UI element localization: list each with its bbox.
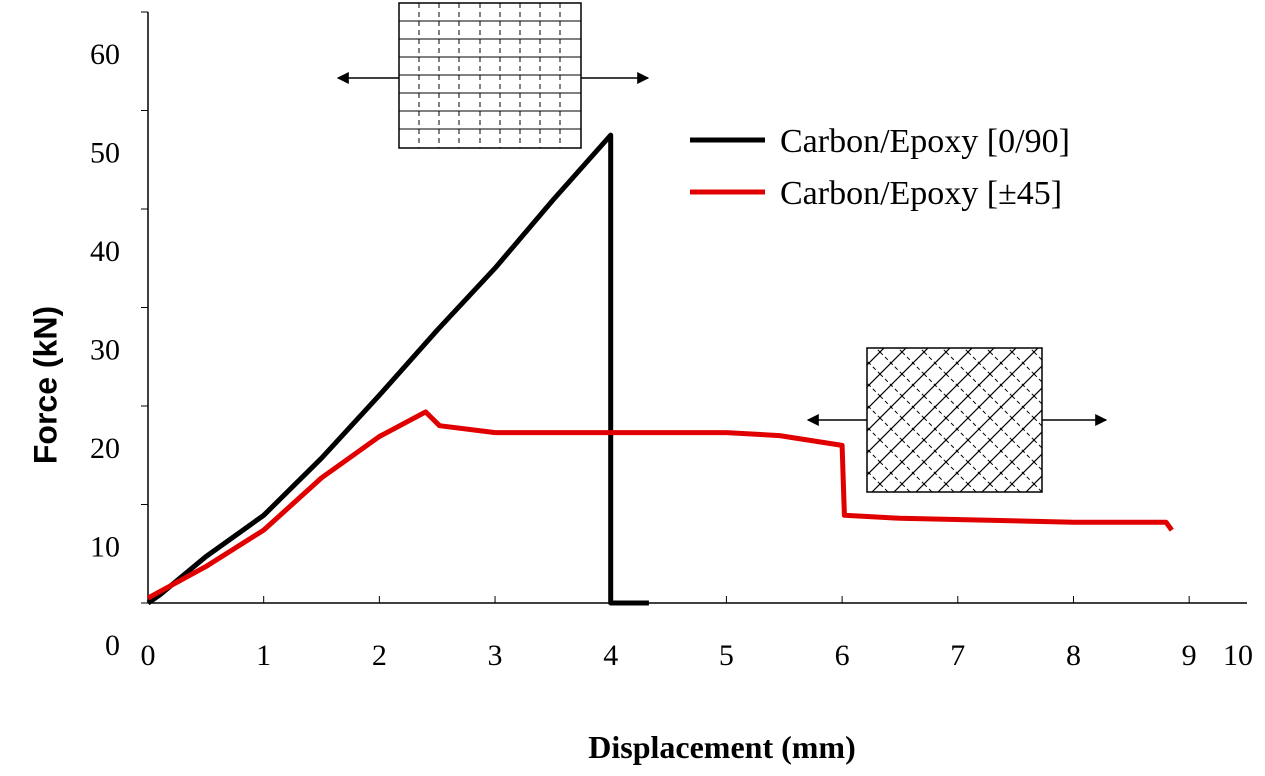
x-tick-label: 5 bbox=[719, 639, 734, 672]
y-tick-label: 60 bbox=[90, 38, 120, 71]
x-tick-label: 0 bbox=[141, 639, 156, 672]
legend-label: Carbon/Epoxy [0/90] bbox=[780, 123, 1070, 160]
y-tick-label: 30 bbox=[90, 334, 120, 367]
y-tick-label: 40 bbox=[90, 235, 120, 268]
x-tick-label: 9 bbox=[1182, 639, 1197, 672]
y-tick-label: 20 bbox=[90, 432, 120, 465]
series-line bbox=[146, 132, 649, 606]
x-tick-label: 7 bbox=[950, 639, 965, 672]
x-axis-title: Displacement (mm) bbox=[588, 729, 855, 765]
inset-0-90 bbox=[336, 2, 650, 149]
x-tick-label: 8 bbox=[1066, 639, 1081, 672]
x-tick-label: 6 bbox=[835, 639, 850, 672]
inset-45 bbox=[806, 347, 1108, 493]
x-tick-label: 3 bbox=[488, 639, 503, 672]
y-tick-label: 10 bbox=[90, 531, 120, 564]
y-tick-label: 50 bbox=[90, 137, 120, 170]
legend-label: Carbon/Epoxy [±45] bbox=[780, 175, 1062, 212]
y-axis-title: Force (kN) bbox=[27, 306, 63, 464]
series-line bbox=[146, 409, 1174, 601]
x-tick-label: 2 bbox=[372, 639, 387, 672]
x-tick-label: 1 bbox=[256, 639, 271, 672]
x-tick-label: 4 bbox=[603, 639, 618, 672]
x-tick-label: 10 bbox=[1223, 639, 1253, 672]
y-tick-label: 0 bbox=[105, 629, 120, 662]
